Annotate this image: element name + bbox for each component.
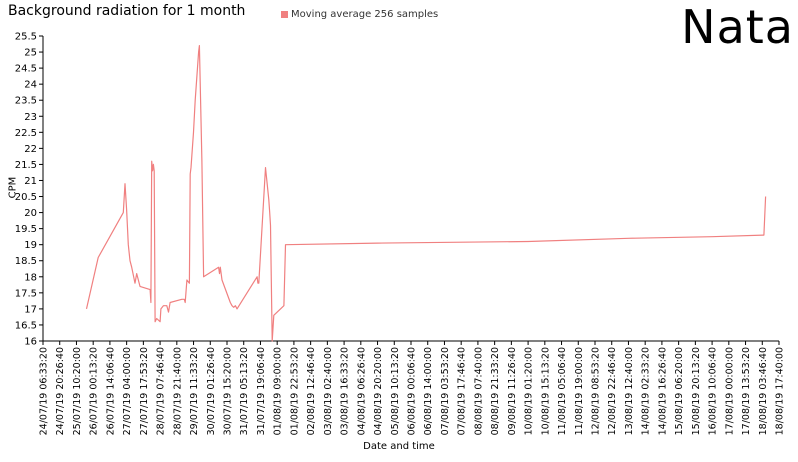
y-tick-label: 24.5: [15, 64, 37, 75]
x-tick-label: 13/08/19 12:40:00: [624, 347, 635, 435]
y-tick-label: 20.5: [15, 192, 37, 203]
x-tick-label: 25/07/19 10:20:00: [72, 347, 83, 435]
y-tick-label: 19.5: [15, 224, 37, 235]
x-tick-label: 18/08/19 17:40:00: [775, 347, 786, 435]
x-tick-label: 04/08/19 06:26:40: [356, 347, 367, 435]
x-axis-ticks: 24/07/19 06:33:20 24/07/19 20:26:40 25/07/…: [39, 341, 786, 435]
x-tick-label: 16/08/19 10:06:40: [708, 347, 719, 435]
y-tick-label: 18.5: [15, 256, 37, 267]
y-tick-label: 24: [24, 80, 37, 91]
y-tick-label: 22.5: [15, 128, 37, 139]
legend-label: Moving average 256 samples: [291, 9, 439, 20]
x-tick-label: 01/08/19 22:53:20: [289, 347, 300, 435]
brand-logo-text: Nata: [681, 0, 794, 54]
series-line-moving-average: [85, 44, 767, 342]
x-tick-label: 26/07/19 14:06:40: [105, 347, 116, 435]
x-tick-label: 15/08/19 06:20:00: [674, 347, 685, 435]
x-tick-label: 31/07/19 19:06:40: [256, 347, 267, 435]
x-tick-label: 14/08/19 16:26:40: [657, 347, 668, 435]
x-tick-label: 07/08/19 03:53:20: [440, 347, 451, 435]
y-tick-label: 23.5: [15, 96, 37, 107]
x-tick-label: 24/07/19 20:26:40: [55, 347, 66, 435]
x-tick-label: 26/07/19 00:13:20: [89, 347, 100, 435]
x-tick-label: 28/07/19 07:46:40: [156, 347, 167, 435]
y-tick-label: 19: [24, 240, 37, 251]
x-tick-label: 15/08/19 20:13:20: [691, 347, 702, 435]
x-tick-label: 03/08/19 02:40:00: [323, 347, 334, 435]
x-tick-label: 11/08/19 19:00:00: [574, 347, 585, 435]
series-layer: [85, 44, 767, 342]
y-axis-ticks: 16 16.5 17 17.5 18 18.5 19 19.5 20 20.5 21 21.5 22 22…: [15, 32, 43, 348]
x-tick-label: 04/08/19 20:20:00: [373, 347, 384, 435]
x-tick-label: 27/07/19 04:00:00: [122, 347, 133, 435]
x-tick-label: 12/08/19 08:53:20: [591, 347, 602, 435]
x-tick-label: 01/08/19 09:00:00: [273, 347, 284, 435]
x-tick-label: 30/07/19 01:26:40: [206, 347, 217, 435]
x-tick-label: 05/08/19 10:13:20: [390, 347, 401, 435]
x-tick-label: 08/08/19 07:40:00: [473, 347, 484, 435]
y-tick-label: 20: [24, 208, 37, 219]
x-tick-label: 10/08/19 15:13:20: [540, 347, 551, 435]
legend: Moving average 256 samples: [281, 9, 438, 20]
y-axis-label: CPM: [7, 176, 19, 199]
x-tick-label: 10/08/19 01:20:00: [524, 347, 535, 435]
chart-title: Background radiation for 1 month: [8, 3, 246, 19]
x-tick-label: 31/07/19 05:13:20: [239, 347, 250, 435]
x-tick-label: 09/08/19 11:26:40: [507, 347, 518, 435]
x-tick-label: 02/08/19 12:46:40: [306, 347, 317, 435]
legend-swatch: [281, 11, 288, 18]
x-tick-label: 06/08/19 14:00:00: [423, 347, 434, 435]
y-tick-label: 25: [24, 48, 37, 59]
y-tick-label: 21: [24, 176, 37, 187]
x-tick-label: 17/08/19 13:53:20: [741, 347, 752, 435]
y-tick-label: 22: [24, 144, 37, 155]
x-tick-label: 06/08/19 00:06:40: [407, 347, 418, 435]
x-tick-label: 24/07/19 06:33:20: [39, 347, 50, 435]
x-tick-label: 07/08/19 17:46:40: [457, 347, 468, 435]
y-tick-label: 16: [24, 337, 37, 348]
x-tick-label: 11/08/19 05:06:40: [557, 347, 568, 435]
x-axis-label: Date and time: [363, 441, 435, 452]
x-tick-label: 03/08/19 16:33:20: [340, 347, 351, 435]
x-tick-label: 12/08/19 22:46:40: [607, 347, 618, 435]
y-tick-label: 18: [24, 272, 37, 283]
y-tick-label: 17.5: [15, 288, 37, 299]
x-tick-label: 08/08/19 21:33:20: [490, 347, 501, 435]
x-tick-label: 29/07/19 11:33:20: [189, 347, 200, 435]
x-tick-label: 28/07/19 21:40:00: [172, 347, 183, 435]
y-tick-label: 16.5: [15, 320, 37, 331]
x-tick-label: 30/07/19 15:20:00: [223, 347, 234, 435]
y-tick-label: 17: [24, 304, 37, 315]
x-tick-label: 18/08/19 03:46:40: [758, 347, 769, 435]
y-tick-label: 21.5: [15, 160, 37, 171]
y-tick-label: 25.5: [15, 32, 37, 43]
x-tick-label: 14/08/19 02:33:20: [641, 347, 652, 435]
y-tick-label: 23: [24, 112, 37, 123]
x-tick-label: 17/08/19 00:00:00: [724, 347, 735, 435]
x-tick-label: 27/07/19 17:53:20: [139, 347, 150, 435]
